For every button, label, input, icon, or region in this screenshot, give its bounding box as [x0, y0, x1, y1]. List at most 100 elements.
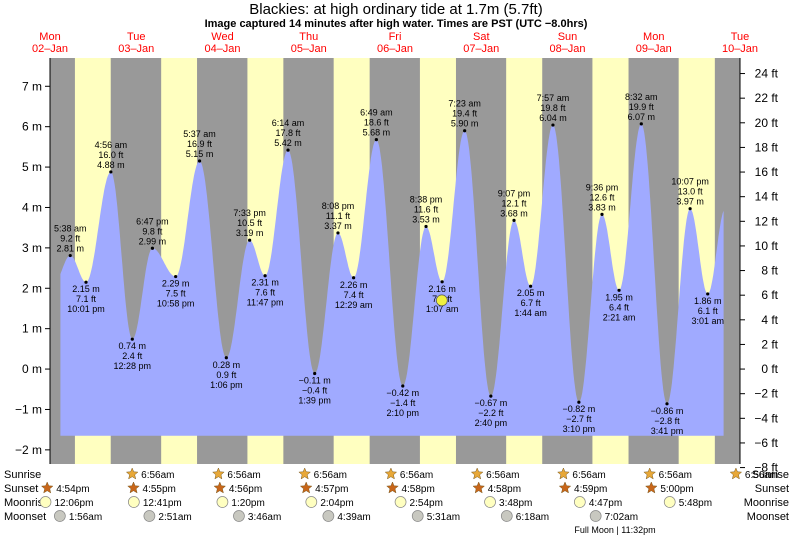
tide-extreme-dot — [706, 292, 710, 296]
tide-extreme-label: 5.42 m — [274, 138, 302, 148]
tide-extreme-dot — [248, 238, 252, 242]
day-label-dow: Fri — [389, 31, 402, 43]
tide-extreme-label: 2.29 m — [162, 279, 190, 289]
current-tide-marker-layer — [435, 294, 448, 307]
tide-extreme-label: 2:10 pm — [387, 408, 420, 418]
sunset-icon — [644, 481, 658, 494]
tide-extreme-label: 9:07 pm — [498, 188, 531, 198]
sunrise-icon — [384, 467, 398, 480]
tide-extreme-dot — [512, 218, 516, 222]
sunrise-icon — [729, 467, 743, 480]
right-tick-label: 24 ft — [755, 67, 779, 81]
right-tick-label: −2 ft — [754, 387, 778, 401]
left-tick-label: −1 m — [15, 402, 42, 416]
moonrise-time: 2:54pm — [410, 498, 443, 509]
sunrise-time: 6:56am — [745, 470, 778, 481]
left-tick-label: 6 m — [22, 120, 42, 134]
tide-extreme-dot — [263, 274, 267, 278]
tide-extreme-dot — [352, 276, 356, 280]
sunset-row-label-right: Sunset — [755, 483, 789, 495]
sunset-time: 5:00pm — [660, 484, 693, 495]
moonset-icon — [589, 510, 602, 522]
tide-extreme-label: 3:41 pm — [651, 426, 684, 436]
right-tick-label: 20 ft — [755, 116, 779, 130]
tide-extreme-dot — [84, 280, 88, 284]
tide-extreme-dot — [197, 159, 202, 163]
tide-extreme-label: 6:49 am — [360, 108, 393, 118]
day-label-date: 08–Jan — [549, 43, 585, 55]
tide-extreme-label: 3.37 m — [324, 221, 352, 231]
tide-extreme-dot — [130, 337, 134, 341]
left-tick-label: 2 m — [22, 281, 42, 295]
tide-extreme-label: −0.4 ft — [302, 386, 328, 396]
tide-extreme-label: 2.05 m — [517, 288, 545, 298]
sunrise-icon — [298, 467, 312, 480]
tide-extreme-label: 0.28 m — [213, 360, 241, 370]
tide-extreme-label: 12:28 pm — [114, 361, 152, 371]
tide-extreme-dot — [440, 280, 444, 284]
tide-extreme-label: 1.95 m — [605, 292, 633, 302]
right-tick-label: 16 ft — [755, 165, 779, 179]
left-tick-label: 4 m — [22, 200, 42, 214]
right-tick-label: 18 ft — [755, 140, 779, 154]
tide-extreme-label: 6.07 m — [628, 112, 656, 122]
day-label-dow: Thu — [299, 31, 318, 43]
tide-extreme-label: 7.5 ft — [166, 289, 187, 299]
day-label-date: 04–Jan — [204, 43, 240, 55]
right-tick-label: 4 ft — [761, 313, 778, 327]
moonset-time: 2:51am — [158, 512, 191, 523]
day-label-date: 09–Jan — [636, 43, 672, 55]
tide-extreme-label: 2.15 m — [72, 284, 100, 294]
tide-extreme-label: −2.7 ft — [566, 414, 592, 424]
tide-extreme-label: 19.9 ft — [629, 102, 655, 112]
tide-extreme-label: 2.99 m — [139, 236, 167, 246]
sunrise-icon — [470, 467, 484, 480]
tide-extreme-label: 3:10 pm — [563, 424, 596, 434]
moonrise-icon — [305, 496, 318, 508]
tide-extreme-label: 3.83 m — [588, 202, 616, 212]
tide-extreme-label: 7.6 ft — [255, 288, 276, 298]
left-tick-label: −2 m — [15, 443, 42, 457]
tide-extreme-label: 9.2 ft — [60, 234, 81, 244]
tide-extreme-label: 1:39 pm — [298, 396, 331, 406]
moonset-icon — [53, 510, 66, 522]
moonset-row-label-right: Moonset — [747, 511, 789, 523]
right-tick-label: −8 ft — [754, 461, 778, 475]
moonset-icon — [322, 510, 335, 522]
moonset-icon — [500, 510, 513, 522]
tide-extreme-label: 9:36 pm — [586, 182, 619, 192]
tide-extreme-label: 8:08 pm — [322, 201, 355, 211]
tide-extreme-dot — [665, 402, 669, 406]
moonrise-time: 12:41pm — [143, 498, 182, 509]
moonrise-time: 12:06pm — [54, 498, 93, 509]
tide-extreme-label: 5.68 m — [363, 128, 391, 138]
moonrise-icon — [127, 496, 140, 508]
right-tick-label: 12 ft — [755, 214, 779, 228]
tide-extreme-label: 10:07 pm — [671, 177, 709, 187]
tide-extreme-label: 4.88 m — [97, 160, 125, 170]
tide-extreme-dot — [600, 212, 604, 216]
tide-extreme-label: −2.8 ft — [654, 416, 680, 426]
tide-extreme-label: 17.8 ft — [276, 128, 302, 138]
tide-extreme-label: −2.2 ft — [478, 408, 504, 418]
right-y-axis-ticks: 24 ft 22 ft 20 ft 18 ft 16 ft 14 ft 12 ft 10 ft… — [740, 67, 779, 475]
tide-extreme-label: −0.67 m — [474, 398, 507, 408]
moonrise-time: 5:48pm — [679, 498, 712, 509]
moonrise-icon — [39, 496, 52, 508]
tide-extreme-label: −0.11 m — [299, 376, 331, 386]
right-tick-label: −4 ft — [754, 411, 778, 425]
sunset-icon — [213, 481, 227, 494]
moonset-icon — [143, 510, 156, 522]
day-labels: Mon02–JanTue03–JanWed04–JanThu05–JanFri0… — [32, 31, 758, 55]
sunrise-time: 6:56am — [227, 470, 260, 481]
tide-extreme-label: 5.90 m — [451, 119, 479, 129]
tide-extreme-label: 11.6 ft — [414, 204, 439, 214]
day-label-dow: Mon — [39, 31, 60, 43]
full-moon-note: Full Moon | 11:32pm — [574, 525, 655, 535]
tide-extreme-dot — [489, 394, 493, 398]
tide-extreme-label: 2.4 ft — [122, 351, 143, 361]
tide-extreme-label: 6:47 pm — [136, 216, 169, 226]
tide-extreme-label: 12.1 ft — [502, 198, 528, 208]
moonrise-time: 2:04pm — [320, 498, 353, 509]
